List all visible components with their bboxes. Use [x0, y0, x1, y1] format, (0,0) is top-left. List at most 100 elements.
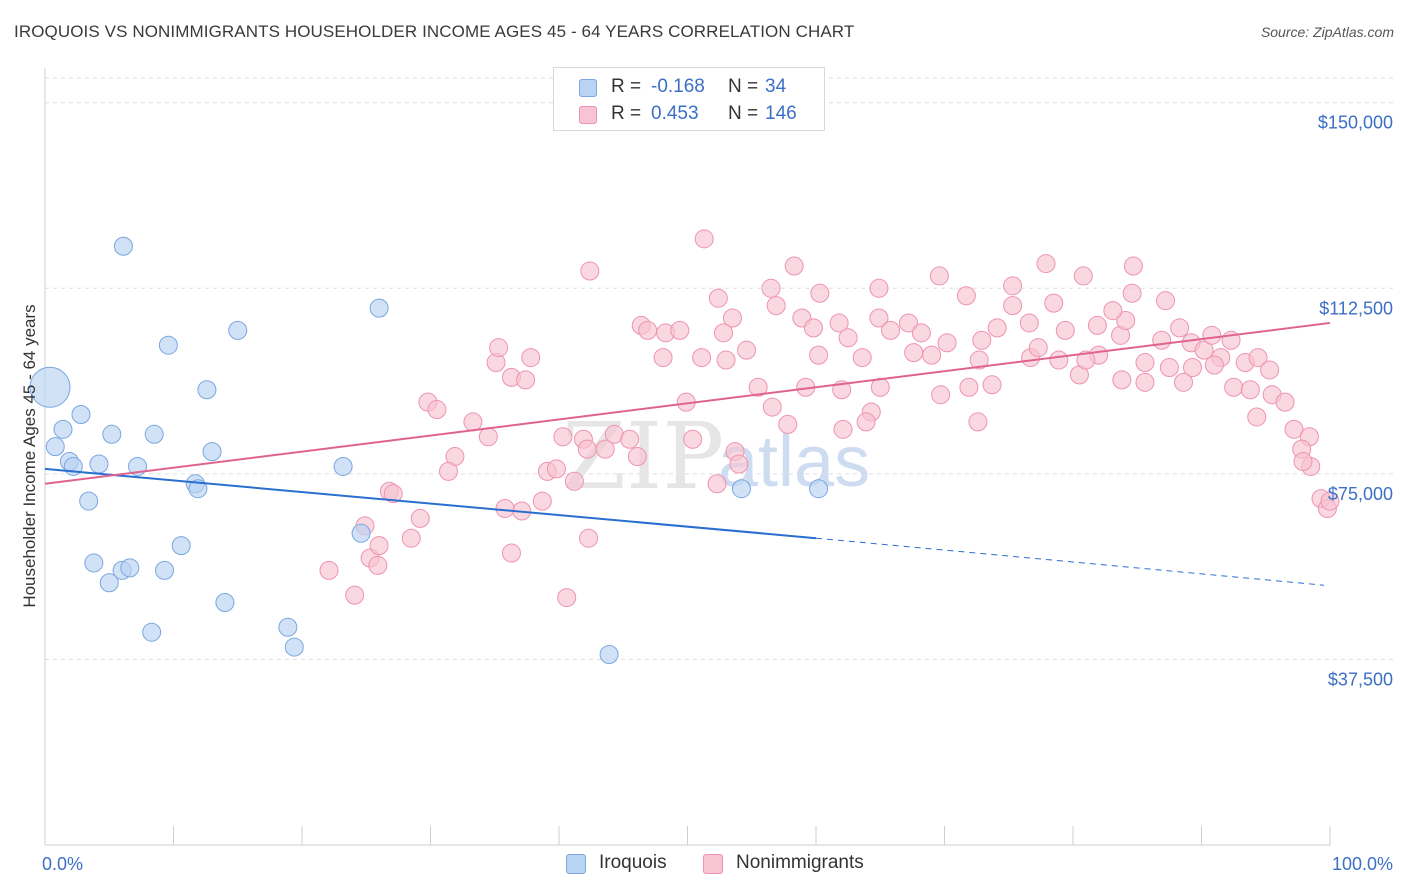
nonimmigrants-point [899, 313, 919, 333]
nonimmigrants-point [410, 508, 430, 528]
nonimmigrants-points [319, 229, 1340, 608]
bottom-legend-iroquois: Iroquois [566, 852, 696, 876]
nonimmigrants-point [762, 397, 782, 417]
y-tick-label: $75,000 [1328, 484, 1393, 504]
nonimmigrants-point [1116, 310, 1136, 330]
iroquois-point [53, 419, 73, 439]
nonimmigrants-point [401, 528, 421, 548]
nonimmigrants-point [368, 555, 388, 575]
nonimmigrants-point [1055, 320, 1075, 340]
nonimmigrants-point [761, 278, 781, 298]
nonimmigrants-point [1260, 360, 1280, 380]
iroquois-swatch [566, 854, 586, 874]
nonimmigrants-point [803, 318, 823, 338]
nonimmigrants-point [627, 447, 647, 467]
y-tick-label: $37,500 [1328, 669, 1393, 689]
nonimmigrants-point [1224, 377, 1244, 397]
bottom-legend-nonimmigrants: Nonimmigrants [703, 852, 883, 876]
nonimmigrants-point [722, 308, 742, 328]
iroquois-point [284, 637, 304, 657]
nonimmigrants-point [580, 261, 600, 281]
iroquois-point [599, 644, 619, 664]
nonimmigrants-point [438, 461, 458, 481]
iroquois-point [809, 479, 829, 499]
legend-r-value: 0.453 [651, 103, 699, 124]
nonimmigrants-point [784, 256, 804, 276]
iroquois-point [102, 424, 122, 444]
nonimmigrants-point [856, 412, 876, 432]
nonimmigrants-point [501, 543, 521, 563]
nonimmigrants-point [959, 377, 979, 397]
nonimmigrants-point [716, 350, 736, 370]
nonimmigrants-point [838, 328, 858, 348]
nonimmigrants-point [1122, 283, 1142, 303]
iroquois-point [197, 380, 217, 400]
iroquois-point [369, 298, 389, 318]
nonimmigrants-point [1073, 266, 1093, 286]
nonimmigrants-point [931, 385, 951, 405]
legend-r-label: R = [611, 76, 642, 97]
nonimmigrants-point [1103, 301, 1123, 321]
nonimmigrants-point [1174, 372, 1194, 392]
nonimmigrants-point [1275, 392, 1295, 412]
chart-title: IROQUOIS VS NONIMMIGRANTS HOUSEHOLDER IN… [14, 22, 855, 41]
axes [44, 68, 1331, 846]
nonimmigrants-point [670, 320, 690, 340]
iroquois-point [89, 454, 109, 474]
nonimmigrants-point [1247, 407, 1267, 427]
nonimmigrants-point [707, 474, 727, 494]
nonimmigrants-point [427, 400, 447, 420]
iroquois-point [29, 366, 71, 408]
nonimmigrants-point [489, 338, 509, 358]
nonimmigrants-point [319, 560, 339, 580]
nonimmigrants-point [937, 333, 957, 353]
legend-row-iroquois: R = -0.168 N = 34 [554, 74, 824, 100]
nonimmigrants-point [521, 348, 541, 368]
nonimmigrants-point [383, 484, 403, 504]
bottom-legend-nonimmigrants-label: Nonimmigrants [736, 852, 864, 873]
iroquois-swatch [579, 79, 597, 97]
iroquois-point [155, 560, 175, 580]
nonimmigrants-point [638, 320, 658, 340]
legend-n-value: 146 [765, 103, 797, 124]
legend-r-value: -0.168 [651, 76, 705, 97]
nonimmigrants-point [748, 377, 768, 397]
nonimmigrants-point [546, 459, 566, 479]
iroquois-point [158, 335, 178, 355]
iroquois-point [144, 424, 164, 444]
nonimmigrants-point [881, 320, 901, 340]
nonimmigrants-point [1320, 491, 1340, 511]
nonimmigrants-point [1028, 338, 1048, 358]
nonimmigrants-point [1044, 293, 1064, 313]
nonimmigrants-point [692, 348, 712, 368]
nonimmigrants-point [1183, 357, 1203, 377]
nonimmigrants-point [833, 419, 853, 439]
nonimmigrants-point [620, 429, 640, 449]
nonimmigrants-point [369, 536, 389, 556]
nonimmigrants-point [1135, 372, 1155, 392]
nonimmigrants-swatch [579, 106, 597, 124]
legend-r-label: R = [611, 103, 642, 124]
x-tick-label: 0.0% [42, 854, 83, 874]
nonimmigrants-point [982, 375, 1002, 395]
iroquois-point [731, 479, 751, 499]
iroquois-point [120, 558, 140, 578]
nonimmigrants-point [463, 412, 483, 432]
y-tick-label: $150,000 [1318, 113, 1393, 133]
x-tick-label: 100.0% [1332, 854, 1393, 874]
nonimmigrants-point [1204, 355, 1224, 375]
trend-lines [44, 321, 1331, 586]
y-axis-title: Householder Income Ages 45 - 64 years [20, 304, 39, 607]
iroquois-point [99, 573, 119, 593]
nonimmigrants-point [1152, 330, 1172, 350]
nonimmigrants-point [922, 345, 942, 365]
nonimmigrants-point [1248, 348, 1268, 368]
iroquois-points [29, 236, 829, 664]
nonimmigrants-point [1240, 380, 1260, 400]
nonimmigrants-point [478, 427, 498, 447]
legend-n-label: N = [728, 76, 759, 97]
nonimmigrants-point [1003, 276, 1023, 296]
iroquois-point [142, 622, 162, 642]
nonimmigrants-point [557, 588, 577, 608]
